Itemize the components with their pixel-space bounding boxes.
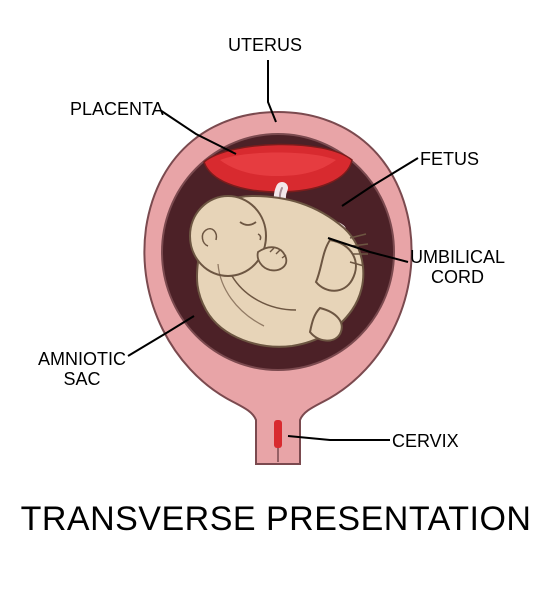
diagram-canvas: UTERUS PLACENTA FETUS UMBILICAL CORD AMN… [0, 0, 552, 600]
label-amniotic-sac: AMNIOTIC SAC [38, 350, 126, 390]
label-placenta: PLACENTA [70, 100, 164, 120]
cervix-opening [274, 420, 282, 448]
label-cervix: CERVIX [392, 432, 459, 452]
label-umbilical-cord: UMBILICAL CORD [410, 248, 505, 288]
label-fetus: FETUS [420, 150, 479, 170]
diagram-title: TRANSVERSE PRESENTATION [0, 500, 552, 539]
label-uterus: UTERUS [228, 36, 302, 56]
